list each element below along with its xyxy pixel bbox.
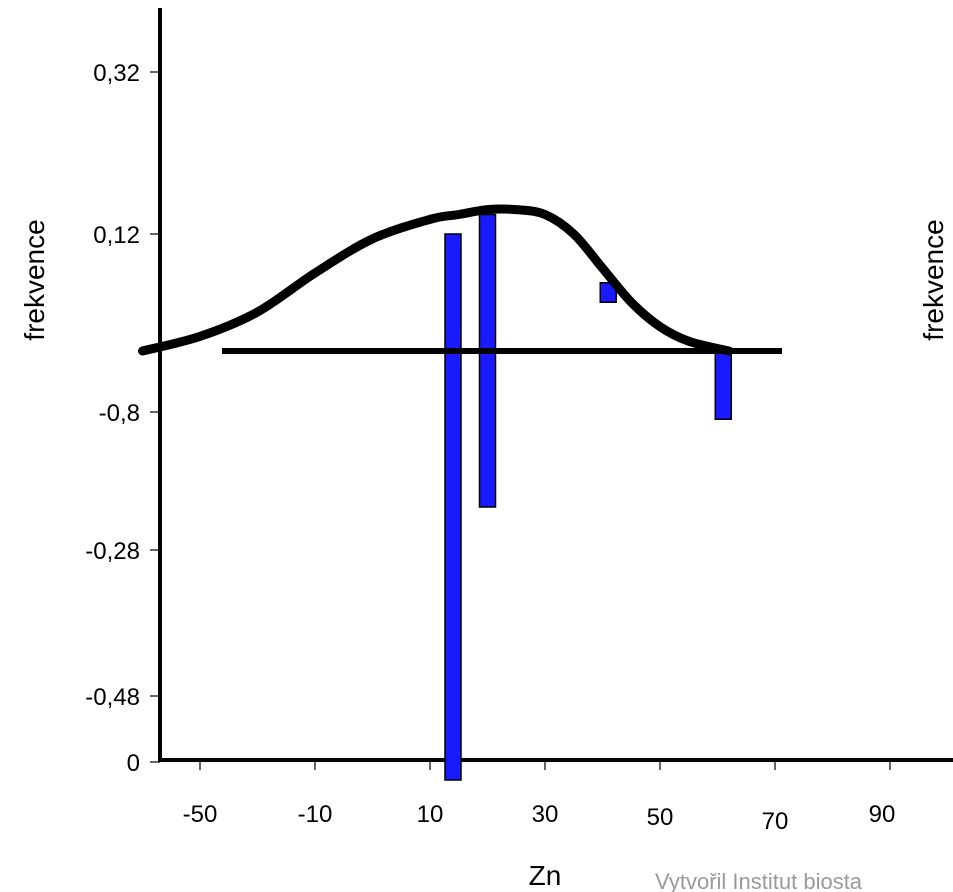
- x-tick-label: -10: [298, 801, 333, 828]
- watermark: Vytvořil Institut biosta: [655, 869, 863, 892]
- y-tick-label: -0,8: [99, 400, 140, 427]
- y-tick-label: 0,32: [93, 60, 140, 87]
- x-axis: -50 -10 10 30 50 70 90: [158, 758, 953, 835]
- y-axis-title: frekvence: [19, 219, 50, 340]
- y-tick-label: -0,28: [85, 538, 140, 565]
- bars: [444, 213, 732, 781]
- curve-line: [138, 204, 734, 356]
- x-axis-title: Zn: [529, 860, 562, 891]
- x-tick-label: 70: [762, 808, 789, 835]
- x-tick-label: 30: [532, 801, 559, 828]
- y-axis: 0,32 0,12 -0,8 -0,28 -0,48 0: [85, 8, 162, 777]
- x-tick-label: 50: [647, 804, 674, 831]
- bar: [714, 350, 732, 420]
- y-tick-label: 0: [127, 750, 140, 777]
- x-tick-label: 10: [417, 801, 444, 828]
- x-tick-label: 90: [869, 801, 896, 828]
- y-axis-title-right: frekvence: [918, 219, 949, 340]
- bar: [599, 282, 617, 303]
- fitted-curve: [138, 204, 782, 356]
- x-tick-label: -50: [183, 801, 218, 828]
- y-tick-label: -0,48: [85, 684, 140, 711]
- bar: [478, 213, 497, 508]
- y-tick-label: 0,12: [93, 222, 140, 249]
- bar: [444, 233, 462, 781]
